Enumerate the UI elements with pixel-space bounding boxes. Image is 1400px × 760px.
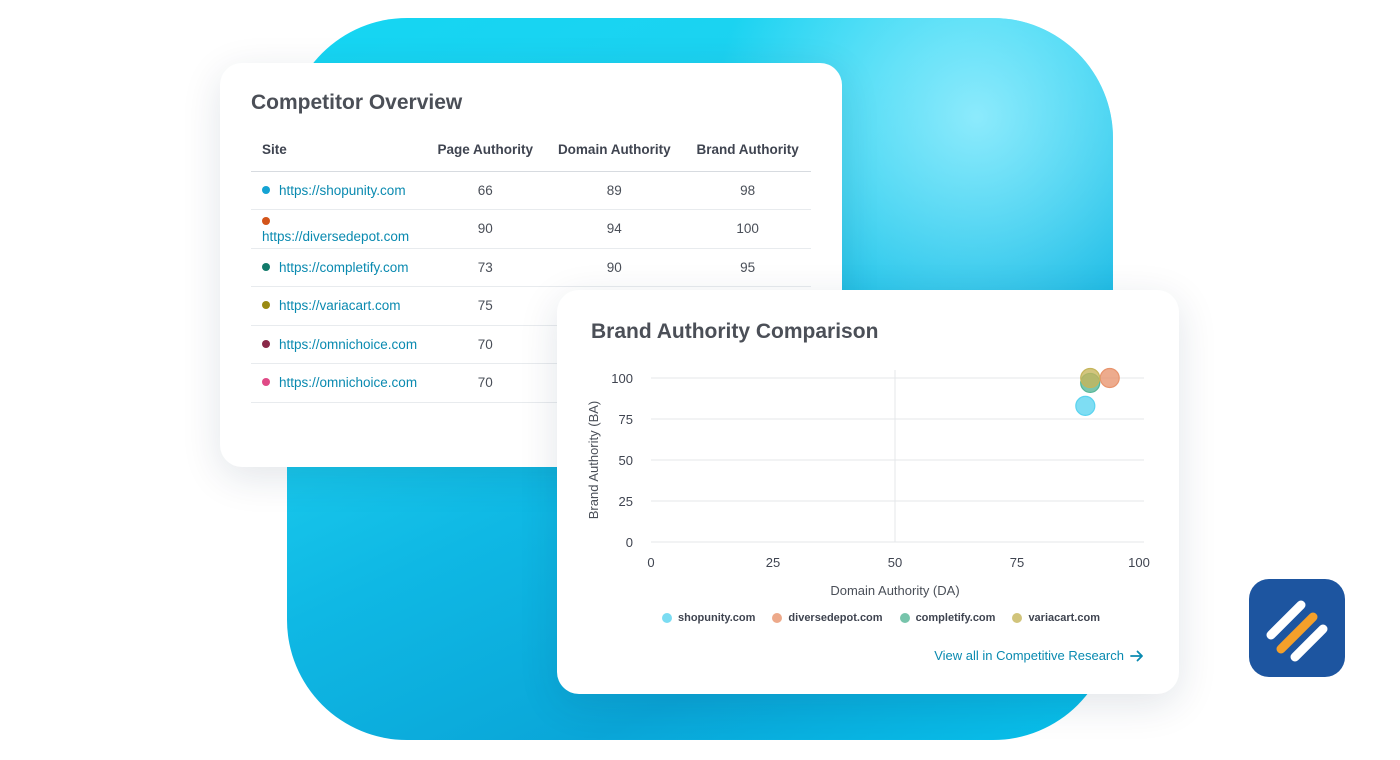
column-header-brand-authority: Brand Authority — [684, 129, 811, 172]
site-cell: https://variacart.com — [251, 286, 426, 326]
site-cell: https://omnichoice.com — [251, 363, 426, 403]
page-authority-cell: 73 — [426, 248, 545, 287]
site-color-dot — [262, 339, 270, 348]
column-header-site: Site — [251, 129, 426, 172]
y-tick-label: 50 — [619, 453, 633, 468]
legend-item[interactable]: completify.com — [899, 612, 996, 624]
domain-authority-cell: 94 — [544, 209, 685, 249]
x-tick-label: 75 — [1010, 555, 1024, 570]
site-cell: https://diversedepot.com — [251, 209, 426, 249]
app-logo — [1249, 579, 1345, 677]
site-link[interactable]: https://omnichoice.com — [279, 375, 418, 391]
site-link[interactable]: https://completify.com — [279, 259, 409, 275]
data-point-diversedepot-com — [1099, 367, 1120, 389]
site-cell: https://completify.com — [251, 248, 426, 287]
column-header-domain-authority: Domain Authority — [544, 129, 685, 172]
brand-authority-cell: 100 — [684, 209, 811, 249]
legend-item[interactable]: diversedepot.com — [772, 612, 883, 624]
page-authority-cell: 70 — [426, 325, 545, 364]
brand-authority-card: Brand Authority Comparison 0 25 50 75 100 0 25… — [557, 290, 1179, 694]
logo-stripes-icon — [1266, 600, 1328, 662]
page-authority-cell: 90 — [426, 209, 545, 249]
legend-label: completify.com — [915, 612, 996, 624]
arrow-right-icon — [1130, 650, 1143, 661]
scatter-chart: 0 25 50 75 100 0 25 50 75 100 Domain Authority (DA… — [586, 367, 1150, 598]
domain-authority-cell: 89 — [544, 171, 685, 210]
y-tick-label: 75 — [619, 412, 633, 427]
x-tick-label: 100 — [1128, 555, 1150, 570]
site-link[interactable]: https://diversedepot.com — [262, 228, 410, 244]
view-all-label: View all in Competitive Research — [934, 648, 1124, 663]
y-axis-label: Brand Authority (BA) — [586, 401, 601, 520]
legend-dot — [1012, 613, 1023, 623]
site-cell: https://omnichoice.com — [251, 325, 426, 364]
legend-item[interactable]: shopunity.com — [662, 612, 755, 624]
overview-title: Competitor Overview — [251, 91, 463, 114]
column-header-page-authority: Page Authority — [426, 129, 545, 172]
table-header-row: Site Page Authority Domain Authority Bra… — [251, 129, 811, 172]
site-link[interactable]: https://omnichoice.com — [279, 336, 418, 352]
legend-label: shopunity.com — [678, 612, 756, 624]
brand-authority-cell: 95 — [684, 248, 811, 287]
domain-authority-cell: 90 — [544, 248, 685, 287]
chart-title: Brand Authority Comparison — [591, 320, 879, 343]
page-authority-cell: 75 — [426, 286, 545, 326]
page-authority-cell: 70 — [426, 363, 545, 403]
x-axis-label: Domain Authority (DA) — [830, 583, 959, 598]
view-all-link[interactable]: View all in Competitive Research — [934, 648, 1144, 663]
site-link[interactable]: https://shopunity.com — [279, 182, 406, 198]
site-color-dot — [262, 185, 270, 194]
legend-label: diversedepot.com — [788, 612, 883, 624]
site-color-dot — [262, 216, 270, 225]
legend-dot — [662, 613, 672, 623]
y-tick-label: 25 — [619, 494, 633, 509]
x-tick-label: 25 — [766, 555, 780, 570]
y-tick-label: 0 — [626, 535, 633, 550]
y-tick-label: 100 — [611, 371, 633, 386]
legend-label: variacart.com — [1028, 612, 1100, 624]
legend-item[interactable]: variacart.com — [1012, 612, 1100, 624]
site-color-dot — [262, 262, 270, 271]
x-tick-label: 0 — [647, 555, 654, 570]
site-color-dot — [262, 378, 270, 387]
table-row: https://completify.com 73 90 95 — [251, 248, 811, 287]
chart-legend: shopunity.com diversedepot.com completify.… — [662, 612, 1100, 624]
site-link[interactable]: https://variacart.com — [279, 298, 401, 314]
x-tick-label: 50 — [888, 555, 902, 570]
brand-authority-cell: 98 — [684, 171, 811, 210]
legend-dot — [772, 613, 783, 623]
table-row: https://diversedepot.com 90 94 100 — [251, 209, 811, 249]
table-row: https://shopunity.com 66 89 98 — [251, 171, 811, 210]
page-authority-cell: 66 — [426, 171, 545, 210]
site-cell: https://shopunity.com — [251, 171, 426, 210]
data-point-variacart-com — [1080, 367, 1101, 389]
legend-dot — [899, 613, 910, 623]
site-color-dot — [262, 301, 270, 310]
data-point-shopunity-com — [1075, 395, 1096, 416]
